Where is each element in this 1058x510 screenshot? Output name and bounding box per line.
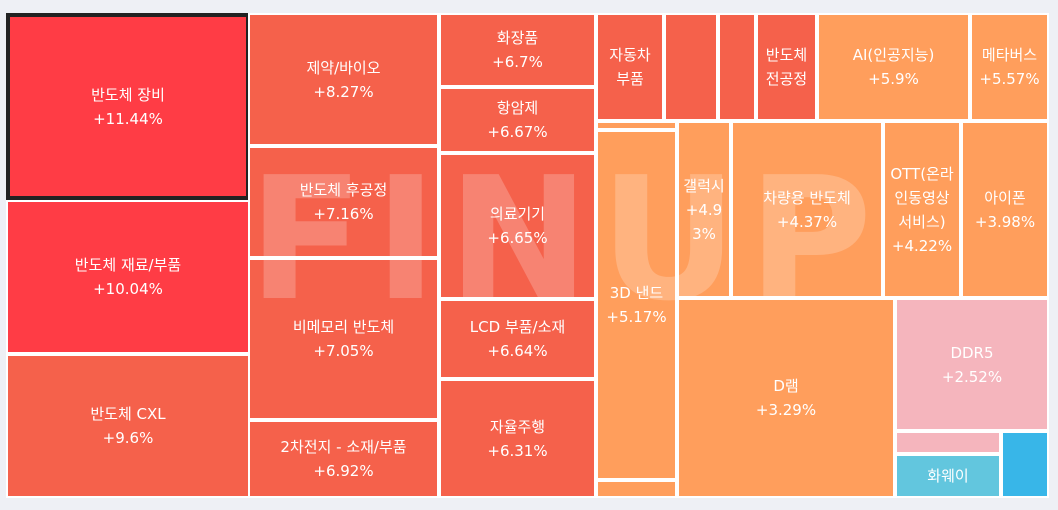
tile-change-label: +6.7% bbox=[492, 53, 543, 71]
treemap-tile[interactable] bbox=[1001, 431, 1049, 498]
tile-change-label: +7.05% bbox=[313, 342, 374, 360]
treemap-tile[interactable]: 자율주행 +6.31% bbox=[439, 379, 596, 498]
treemap-tile[interactable]: 메타버스 +5.57% bbox=[970, 13, 1049, 121]
tile-name-label: 반도체 후공정 bbox=[299, 181, 388, 199]
treemap-tile[interactable]: 비메모리 반도체 +7.05% bbox=[248, 258, 439, 420]
treemap-tile[interactable]: DDR5 +2.52% bbox=[895, 298, 1049, 431]
tile-change-label: +4.93% bbox=[685, 200, 723, 243]
tile-change-label: +11.44% bbox=[93, 109, 163, 128]
tile-name-label: 아이폰 bbox=[984, 188, 1026, 207]
treemap-tile[interactable]: 아이폰 +3.98% bbox=[961, 121, 1049, 298]
tile-name-label: 자율주행 bbox=[489, 417, 546, 436]
treemap-tile[interactable] bbox=[895, 431, 1001, 454]
tile-change-label: +6.92% bbox=[313, 462, 374, 480]
tile-name-label: 반도체 CXL bbox=[90, 405, 166, 423]
treemap-tile[interactable]: D램 +3.29% bbox=[677, 298, 895, 498]
tile-name-label: 비메모리 반도체 bbox=[292, 318, 395, 336]
tile-name-label: D램 bbox=[773, 377, 799, 395]
treemap-tile[interactable]: 2차전지 - 소재/부품 +6.92% bbox=[248, 420, 439, 498]
tile-name-label: 갤럭시 bbox=[683, 176, 725, 195]
treemap-tile[interactable]: 반도체 CXL +9.6% bbox=[6, 354, 250, 498]
tile-name-label: 항암제 bbox=[496, 99, 539, 117]
treemap-tile[interactable]: 3D 낸드 +5.17% bbox=[596, 130, 677, 480]
treemap-tile[interactable] bbox=[596, 121, 677, 130]
tile-name-label: AI(인공지능) bbox=[852, 46, 935, 64]
tile-change-label: +4.22% bbox=[891, 236, 953, 255]
tile-change-label: +5.17% bbox=[606, 308, 667, 326]
tile-name-label: 반도체 전공정 bbox=[765, 46, 808, 88]
tile-change-label: +6.67% bbox=[487, 123, 548, 141]
tile-name-label: 의료기기 bbox=[489, 205, 546, 223]
treemap-tile[interactable]: 의료기기 +6.65% bbox=[439, 153, 596, 299]
tile-name-label: 반도체 재료/부품 bbox=[74, 256, 182, 274]
treemap-tile[interactable]: 차량용 반도체 +4.37% bbox=[731, 121, 883, 298]
tile-change-label: +5.57% bbox=[979, 70, 1040, 88]
tile-name-label: 화웨이 bbox=[927, 467, 969, 485]
tile-change-label: +10.04% bbox=[93, 280, 163, 298]
tile-change-label: +7.16% bbox=[313, 205, 374, 223]
treemap-tile[interactable]: AI(인공지능) +5.9% bbox=[817, 13, 970, 121]
tile-name-label: LCD 부품/소재 bbox=[469, 318, 566, 336]
treemap-tile[interactable]: 반도체 장비 +11.44% bbox=[6, 13, 250, 200]
tile-change-label: +6.31% bbox=[487, 441, 548, 460]
tile-name-label: OTT(온라인동영상서비스) bbox=[890, 164, 954, 231]
tile-change-label: +5.9% bbox=[868, 70, 919, 88]
treemap-tile[interactable]: 화장품 +6.7% bbox=[439, 13, 596, 87]
tile-name-label: 제약/바이오 bbox=[306, 58, 381, 77]
treemap-tile[interactable]: 갤럭시 +4.93% bbox=[677, 121, 731, 298]
treemap-tile[interactable]: LCD 부품/소재 +6.64% bbox=[439, 299, 596, 379]
tile-name-label: 화장품 bbox=[496, 29, 539, 47]
tile-change-label: +9.6% bbox=[102, 429, 154, 447]
treemap-tile[interactable]: 반도체 재료/부품 +10.04% bbox=[6, 200, 250, 354]
tile-change-label: +3.98% bbox=[974, 212, 1036, 231]
tile-name-label: DDR5 bbox=[950, 343, 994, 362]
treemap-tile[interactable]: 자동차 부품 bbox=[596, 13, 664, 121]
tile-name-label: 자동차 부품 bbox=[609, 46, 651, 88]
tile-change-label: +3.29% bbox=[755, 401, 817, 419]
tile-change-label: +2.52% bbox=[941, 367, 1003, 386]
tile-name-label: 메타버스 bbox=[981, 46, 1038, 64]
treemap-tile[interactable]: 제약/바이오 +8.27% bbox=[248, 13, 439, 146]
treemap-tile[interactable]: OTT(온라인동영상서비스) +4.22% bbox=[883, 121, 961, 298]
treemap-tile[interactable] bbox=[664, 13, 718, 121]
treemap-tile[interactable]: 항암제 +6.67% bbox=[439, 87, 596, 153]
tile-name-label: 차량용 반도체 bbox=[763, 188, 851, 207]
treemap-tile[interactable]: 반도체 후공정 +7.16% bbox=[248, 146, 439, 258]
treemap-tile[interactable] bbox=[596, 480, 677, 498]
tile-change-label: +4.37% bbox=[776, 212, 838, 231]
tile-name-label: 2차전지 - 소재/부품 bbox=[280, 438, 407, 456]
tile-change-label: +6.65% bbox=[487, 229, 548, 247]
treemap-tile[interactable] bbox=[718, 13, 756, 121]
tile-name-label: 3D 낸드 bbox=[609, 284, 664, 302]
treemap-tile[interactable]: 화웨이 bbox=[895, 454, 1001, 498]
tile-name-label: 반도체 장비 bbox=[91, 85, 165, 104]
treemap-tile[interactable]: 반도체 전공정 bbox=[756, 13, 817, 121]
tile-change-label: +6.64% bbox=[487, 342, 548, 360]
tile-change-label: +8.27% bbox=[313, 82, 374, 101]
